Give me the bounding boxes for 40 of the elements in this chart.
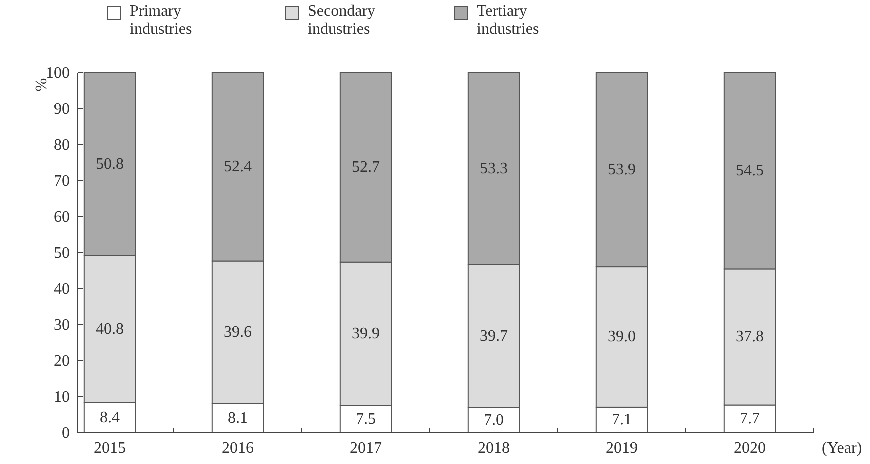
data-label: 52.4 [224, 158, 252, 176]
data-label: 39.6 [224, 324, 252, 342]
y-tick-label: 80 [54, 137, 70, 154]
y-tick-label: 0 [62, 425, 70, 442]
y-tick-label: 30 [54, 317, 70, 334]
y-tick-label: 50 [54, 245, 70, 262]
legend-label: Tertiary industries [477, 3, 540, 38]
y-tick-label: 10 [54, 389, 70, 406]
y-tick-label: 70 [54, 173, 70, 190]
data-label: 8.4 [100, 409, 120, 426]
legend-label: Secondary industries [308, 3, 376, 38]
data-label: 53.9 [608, 162, 636, 179]
data-label: 52.7 [352, 159, 380, 176]
x-tick-label: 2020 [734, 440, 766, 457]
y-tick-label: 20 [54, 353, 70, 370]
data-label: 54.5 [736, 162, 764, 180]
x-tick-label: 2018 [478, 440, 510, 457]
data-label: 39.7 [480, 328, 508, 345]
data-label: 39.9 [352, 326, 380, 343]
x-tick-label: 2015 [94, 440, 126, 457]
x-axis-title: (Year) [822, 440, 862, 457]
data-label: 53.3 [480, 160, 508, 178]
x-tick-label: 2019 [606, 440, 638, 457]
x-tick-label: 2017 [350, 440, 382, 457]
data-label: 40.8 [96, 320, 124, 338]
data-label: 39.0 [608, 328, 636, 346]
data-label: 50.8 [96, 156, 124, 173]
y-axis-title: % [32, 78, 49, 92]
legend-label: Primary industries [130, 3, 192, 38]
data-label: 8.1 [228, 410, 248, 427]
y-tick-label: 60 [54, 209, 70, 226]
y-tick-label: 100 [46, 65, 70, 82]
y-tick-label: 40 [54, 281, 70, 298]
data-label: 7.7 [740, 410, 760, 428]
x-tick-label: 2016 [222, 440, 254, 457]
data-label: 7.1 [612, 412, 632, 429]
y-tick-label: 90 [54, 101, 70, 118]
data-label: 7.0 [484, 412, 504, 429]
data-label: 37.8 [736, 328, 764, 346]
data-label: 7.5 [356, 411, 376, 428]
